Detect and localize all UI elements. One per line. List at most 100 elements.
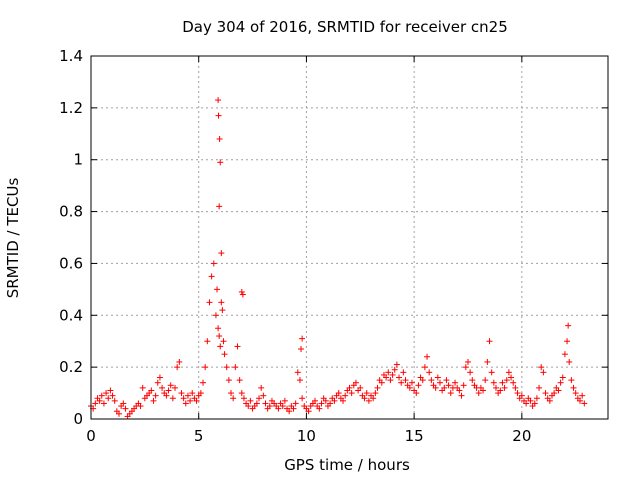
data-point [111, 397, 118, 404]
data-point [200, 379, 207, 386]
data-point [387, 377, 394, 384]
data-point [152, 392, 159, 399]
data-point [538, 364, 545, 371]
data-point [385, 369, 392, 376]
x-tick-label: 20 [512, 427, 531, 445]
data-point [419, 377, 426, 384]
data-point [542, 390, 549, 397]
data-point [370, 395, 377, 402]
data-point [197, 390, 204, 397]
plot-frame [90, 55, 609, 420]
data-point [240, 395, 247, 402]
data-point [172, 384, 179, 391]
data-point [518, 392, 525, 399]
data-point [467, 369, 474, 376]
data-point [523, 400, 530, 407]
x-tick-label: 5 [194, 427, 204, 445]
data-point [531, 400, 538, 407]
y-tick-label: 0.4 [59, 306, 83, 324]
data-point [492, 384, 499, 391]
data-point [342, 392, 349, 399]
data-point [193, 397, 200, 404]
data-point [294, 369, 301, 376]
data-point [202, 364, 209, 371]
data-point [508, 374, 515, 381]
data-point [92, 400, 99, 407]
data-point [258, 384, 265, 391]
data-point [391, 366, 398, 373]
data-point [396, 374, 403, 381]
data-point [105, 395, 112, 402]
data-point [150, 397, 157, 404]
data-point [572, 390, 579, 397]
data-point [374, 384, 381, 391]
data-point [221, 351, 228, 358]
data-point [436, 379, 443, 386]
data-point [103, 390, 110, 397]
data-point [445, 382, 452, 389]
data-point [107, 387, 114, 394]
data-point [456, 387, 463, 394]
data-point [581, 400, 588, 407]
data-point [100, 400, 107, 407]
data-point [413, 390, 420, 397]
data-point [484, 358, 491, 365]
data-point [165, 387, 172, 394]
data-point [421, 364, 428, 371]
data-point [383, 374, 390, 381]
data-point [389, 371, 396, 378]
data-point [486, 338, 493, 345]
data-point [260, 392, 267, 399]
data-point [210, 260, 217, 267]
data-point [564, 338, 571, 345]
data-point [378, 379, 385, 386]
data-point [176, 358, 183, 365]
data-point [576, 397, 583, 404]
data-point [189, 390, 196, 397]
data-point [122, 405, 129, 412]
data-point [322, 397, 329, 404]
data-point [447, 390, 454, 397]
data-point [216, 135, 223, 142]
data-point [327, 400, 334, 407]
data-point [206, 299, 213, 306]
data-point [312, 397, 319, 404]
grid-lines [91, 56, 608, 419]
data-point [579, 392, 586, 399]
x-tick-label: 15 [405, 427, 424, 445]
data-point [116, 410, 123, 417]
data-point [217, 159, 224, 166]
chart-title: Day 304 of 2016, SRMTID for receiver cn2… [182, 18, 508, 36]
data-point [408, 379, 415, 386]
data-point [480, 387, 487, 394]
data-point [505, 369, 512, 376]
data-point [346, 384, 353, 391]
data-point [566, 358, 573, 365]
data-point [415, 382, 422, 389]
data-point [357, 384, 364, 391]
data-point [501, 384, 508, 391]
data-point [292, 400, 299, 407]
y-tick-label: 1.2 [59, 99, 83, 117]
data-point [225, 377, 232, 384]
data-point [215, 112, 222, 119]
data-point [335, 390, 342, 397]
data-point [565, 322, 572, 329]
y-tick-label: 0 [73, 410, 83, 428]
y-axis-label: SRMTID / TECUs [4, 178, 22, 299]
data-point [568, 377, 575, 384]
data-point [137, 403, 144, 410]
data-point [299, 395, 306, 402]
data-point [340, 397, 347, 404]
data-point [180, 395, 187, 402]
data-point [262, 400, 269, 407]
data-point [187, 397, 194, 404]
data-point [316, 405, 323, 412]
data-point [247, 397, 254, 404]
y-tick-label: 0.6 [59, 254, 83, 272]
x-tick-label: 10 [297, 427, 316, 445]
y-tick-label: 0.2 [59, 358, 83, 376]
data-point [536, 384, 543, 391]
data-point [428, 377, 435, 384]
